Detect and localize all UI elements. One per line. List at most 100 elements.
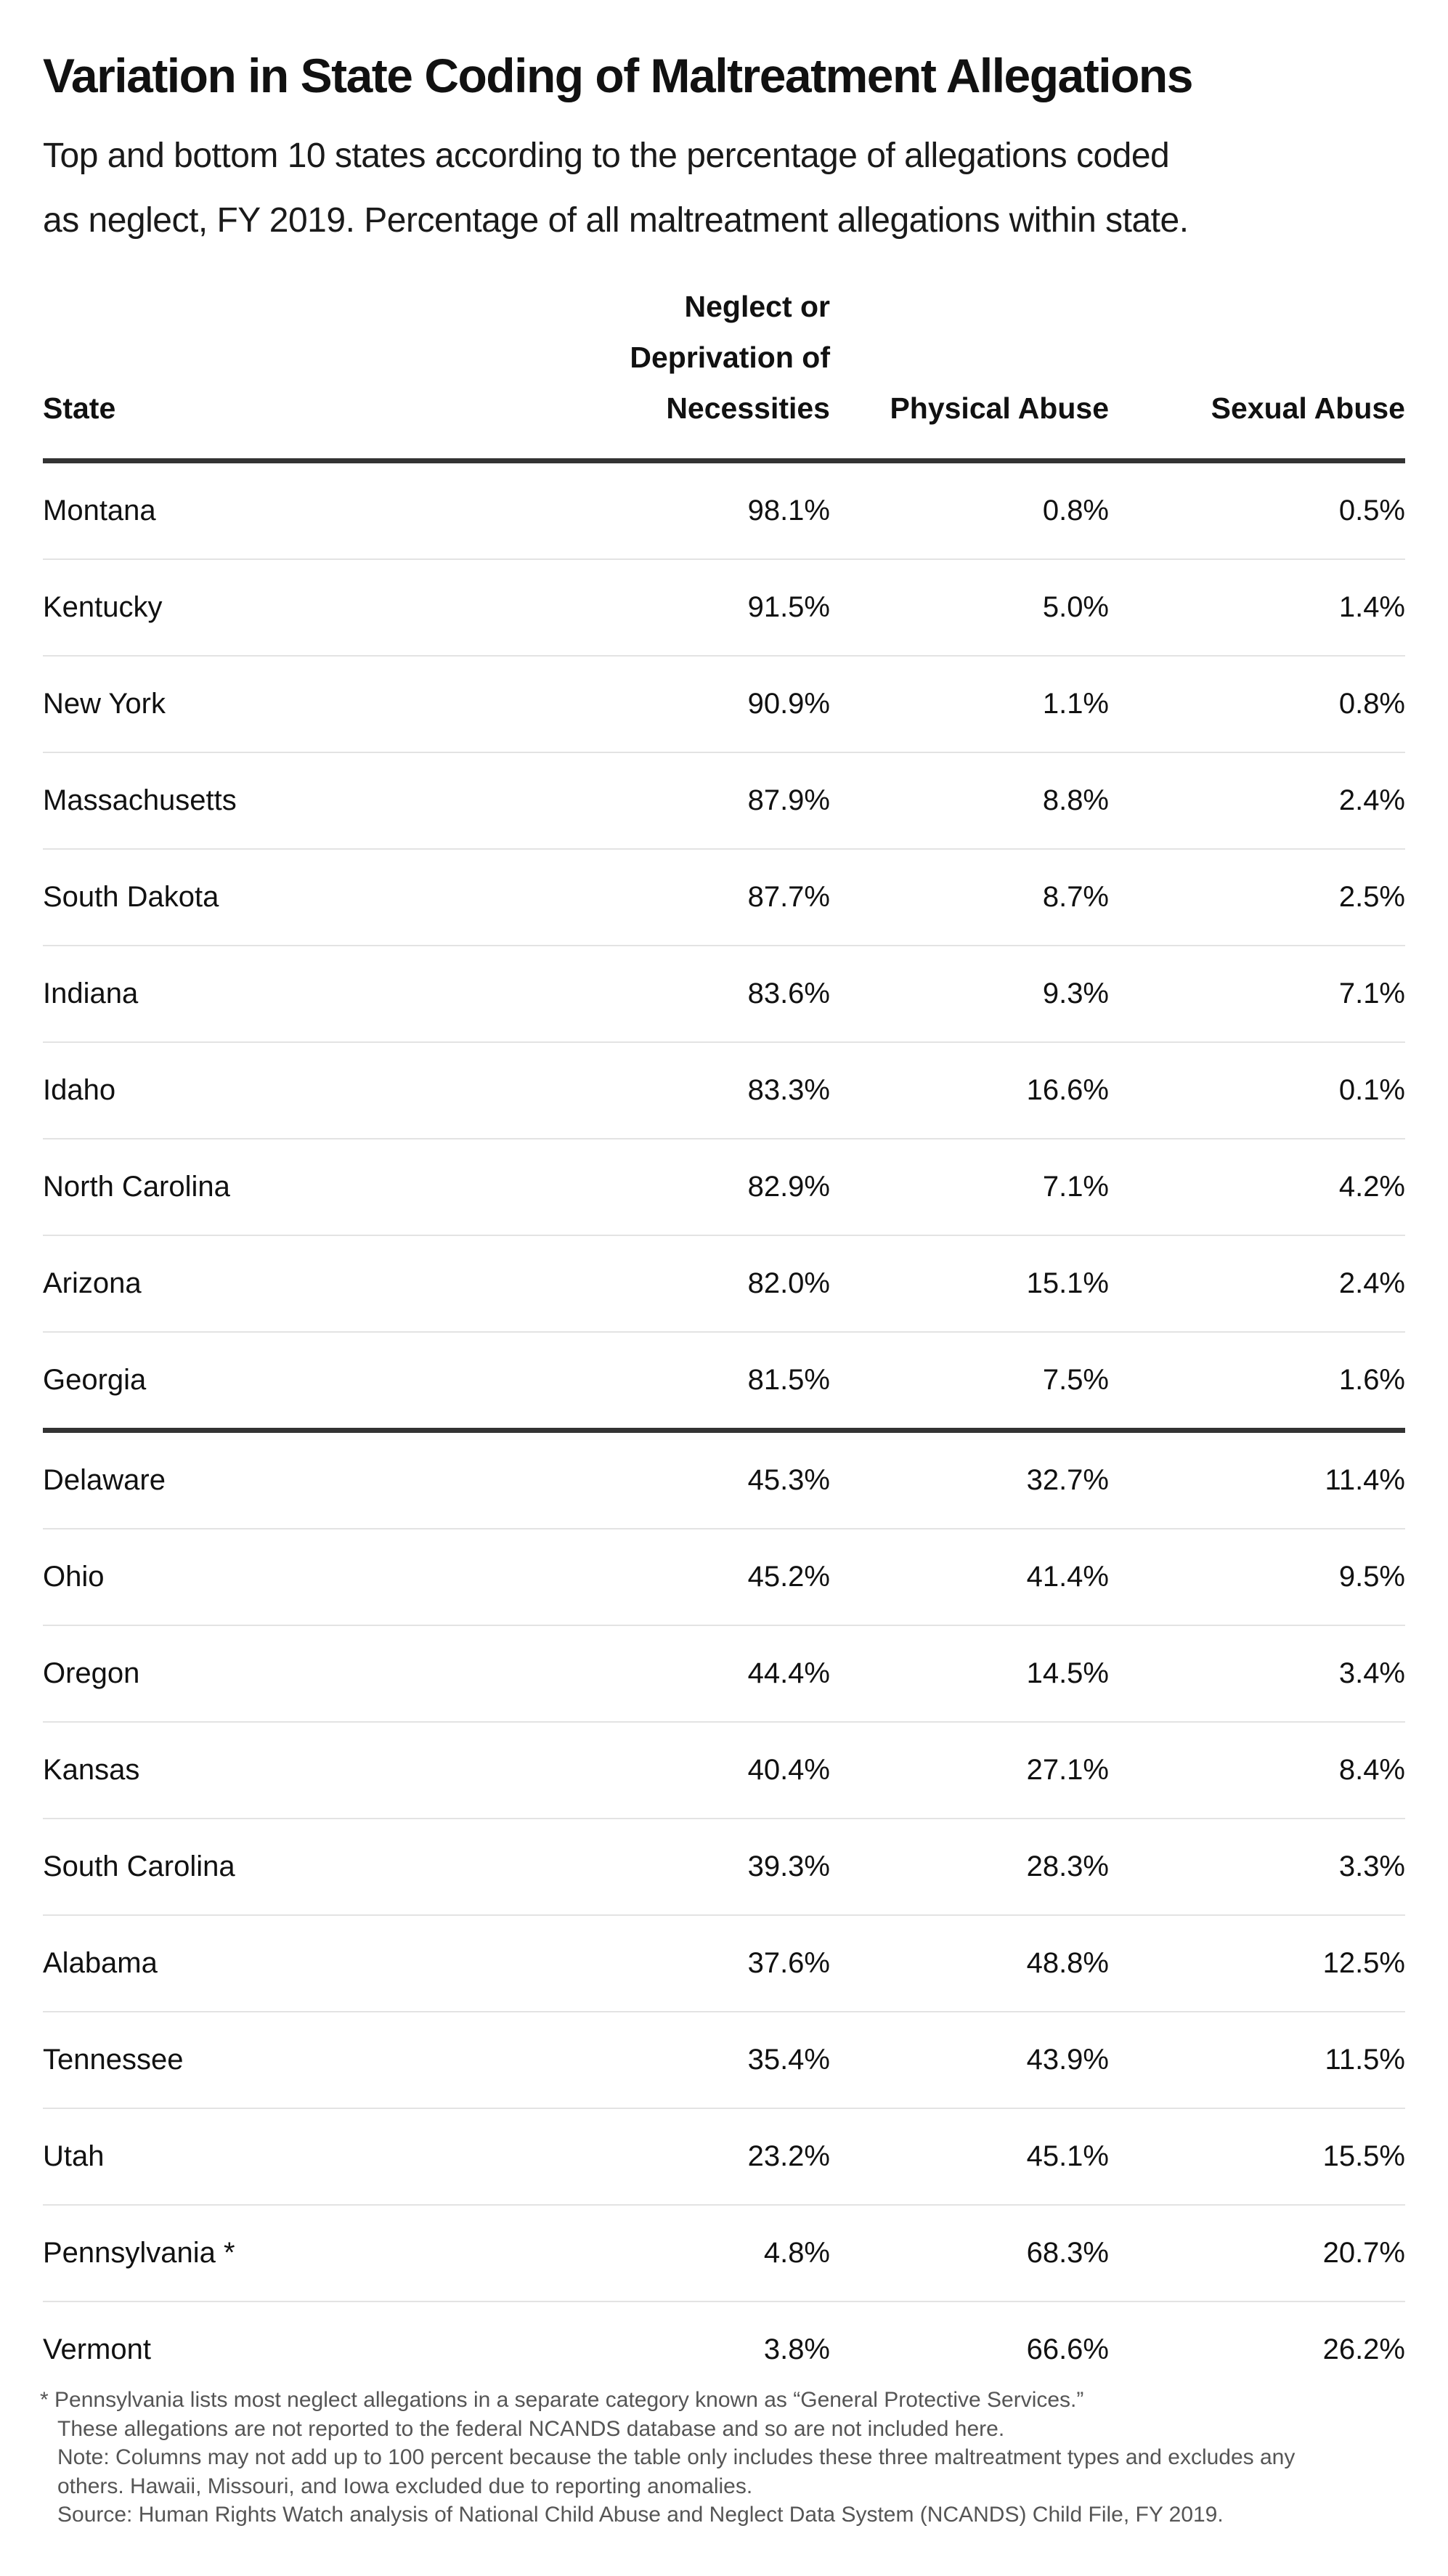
table-row: South Carolina 39.3% 28.3% 3.3% xyxy=(43,1819,1405,1916)
cell-sexual-abuse: 0.1% xyxy=(1338,1074,1405,1106)
cell-physical-abuse: 15.1% xyxy=(1026,1267,1109,1299)
cell-physical-abuse: 27.1% xyxy=(1026,1754,1109,1786)
top-10-group: Montana 98.1% 0.8% 0.5% Kentucky 91.5% 5.0% 1.4… xyxy=(43,463,1405,1428)
cell-state: South Carolina xyxy=(43,1850,235,1882)
cell-neglect: 23.2% xyxy=(747,2140,830,2172)
table-row: Delaware 45.3% 32.7% 11.4% xyxy=(43,1433,1405,1529)
cell-physical-abuse: 7.5% xyxy=(1042,1364,1109,1396)
cell-neglect: 82.0% xyxy=(747,1267,830,1299)
cell-physical-abuse: 48.8% xyxy=(1026,1947,1109,1979)
cell-state: Ohio xyxy=(43,1561,105,1593)
table-row: Montana 98.1% 0.8% 0.5% xyxy=(43,463,1405,560)
cell-state: Delaware xyxy=(43,1464,166,1496)
table-row: Vermont 3.8% 66.6% 26.2% xyxy=(43,2302,1405,2397)
cell-neglect: 3.8% xyxy=(763,2333,830,2365)
table-row: Utah 23.2% 45.1% 15.5% xyxy=(43,2109,1405,2206)
bottom-10-group: Delaware 45.3% 32.7% 11.4% Ohio 45.2% 41.4% 9.5… xyxy=(43,1433,1405,2397)
cell-sexual-abuse: 4.2% xyxy=(1338,1171,1405,1203)
cell-physical-abuse: 45.1% xyxy=(1026,2140,1109,2172)
header-neglect: Neglect or Deprivation of Necessities xyxy=(630,281,830,434)
cell-state: Alabama xyxy=(43,1947,158,1979)
cell-sexual-abuse: 26.2% xyxy=(1322,2333,1405,2365)
table-row: North Carolina 82.9% 7.1% 4.2% xyxy=(43,1139,1405,1236)
footnote-line: These allegations are not reported to th… xyxy=(57,2416,1005,2441)
header-state: State xyxy=(43,391,116,425)
cell-sexual-abuse: 2.4% xyxy=(1338,784,1405,816)
cell-neglect: 91.5% xyxy=(747,591,830,623)
cell-physical-abuse: 1.1% xyxy=(1042,688,1109,720)
table-row: Kansas 40.4% 27.1% 8.4% xyxy=(43,1723,1405,1819)
cell-neglect: 4.8% xyxy=(763,2237,830,2269)
header-neglect-line: Deprivation of xyxy=(630,341,830,374)
cell-sexual-abuse: 15.5% xyxy=(1322,2140,1405,2172)
header-neglect-line: Neglect or xyxy=(684,290,831,323)
cell-state: Kansas xyxy=(43,1754,140,1786)
table-row: Oregon 44.4% 14.5% 3.4% xyxy=(43,1626,1405,1723)
cell-neglect: 83.3% xyxy=(747,1074,830,1106)
cell-neglect: 82.9% xyxy=(747,1171,830,1203)
cell-state: Idaho xyxy=(43,1074,116,1106)
cell-state: Georgia xyxy=(43,1364,147,1396)
cell-neglect: 45.2% xyxy=(747,1561,830,1593)
cell-sexual-abuse: 9.5% xyxy=(1338,1561,1405,1593)
subtitle-line: as neglect, FY 2019. Percentage of all m… xyxy=(43,201,1189,240)
cell-sexual-abuse: 7.1% xyxy=(1338,978,1405,1009)
table-row: Alabama 37.6% 48.8% 12.5% xyxy=(43,1916,1405,2012)
cell-physical-abuse: 66.6% xyxy=(1026,2333,1109,2365)
data-table: State Neglect or Deprivation of Necessit… xyxy=(43,287,1405,2397)
cell-sexual-abuse: 1.6% xyxy=(1338,1364,1405,1396)
cell-physical-abuse: 28.3% xyxy=(1026,1850,1109,1882)
table-header: State Neglect or Deprivation of Necessit… xyxy=(43,287,1405,458)
cell-neglect: 90.9% xyxy=(747,688,830,720)
cell-state: Oregon xyxy=(43,1657,140,1689)
cell-state: Massachusetts xyxy=(43,784,237,816)
cell-sexual-abuse: 11.5% xyxy=(1325,2044,1405,2076)
cell-sexual-abuse: 20.7% xyxy=(1322,2237,1405,2269)
cell-neglect: 35.4% xyxy=(747,2044,830,2076)
cell-physical-abuse: 14.5% xyxy=(1026,1657,1109,1689)
cell-state: Kentucky xyxy=(43,591,163,623)
cell-physical-abuse: 0.8% xyxy=(1042,495,1109,527)
cell-physical-abuse: 43.9% xyxy=(1026,2044,1109,2076)
cell-physical-abuse: 7.1% xyxy=(1042,1171,1109,1203)
cell-state: Montana xyxy=(43,495,156,527)
cell-neglect: 44.4% xyxy=(747,1657,830,1689)
table-row: Tennessee 35.4% 43.9% 11.5% xyxy=(43,2012,1405,2109)
cell-neglect: 87.9% xyxy=(747,784,830,816)
cell-sexual-abuse: 0.8% xyxy=(1338,688,1405,720)
table-row: South Dakota 87.7% 8.7% 2.5% xyxy=(43,850,1405,946)
cell-neglect: 87.7% xyxy=(747,881,830,913)
header-sexual-abuse: Sexual Abuse xyxy=(1211,391,1405,425)
cell-neglect: 40.4% xyxy=(747,1754,830,1786)
subtitle-line: Top and bottom 10 states according to th… xyxy=(43,137,1170,175)
cell-state: Indiana xyxy=(43,978,139,1009)
cell-sexual-abuse: 3.4% xyxy=(1338,1657,1405,1689)
subtitle: Top and bottom 10 states according to th… xyxy=(43,123,1423,253)
cell-state: Arizona xyxy=(43,1267,142,1299)
cell-state: Tennessee xyxy=(43,2044,184,2076)
cell-sexual-abuse: 2.5% xyxy=(1338,881,1405,913)
footnote-note: Note: Columns may not add up to 100 perc… xyxy=(57,2445,1296,2469)
footnote-asterisk: * Pennsylvania lists most neglect allega… xyxy=(40,2388,1084,2412)
cell-neglect: 98.1% xyxy=(747,495,830,527)
table-row: New York 90.9% 1.1% 0.8% xyxy=(43,657,1405,753)
footnote-line: others. Hawaii, Missouri, and Iowa exclu… xyxy=(57,2474,753,2498)
cell-physical-abuse: 41.4% xyxy=(1026,1561,1109,1593)
cell-state: Vermont xyxy=(43,2333,151,2365)
cell-state: North Carolina xyxy=(43,1171,230,1203)
cell-state: New York xyxy=(43,688,166,720)
cell-sexual-abuse: 1.4% xyxy=(1338,591,1405,623)
table-row: Idaho 83.3% 16.6% 0.1% xyxy=(43,1043,1405,1139)
cell-sexual-abuse: 11.4% xyxy=(1325,1464,1405,1496)
cell-neglect: 37.6% xyxy=(747,1947,830,1979)
cell-sexual-abuse: 2.4% xyxy=(1338,1267,1405,1299)
table-row: Ohio 45.2% 41.4% 9.5% xyxy=(43,1529,1405,1626)
table-row: Kentucky 91.5% 5.0% 1.4% xyxy=(43,560,1405,657)
cell-sexual-abuse: 3.3% xyxy=(1338,1850,1405,1882)
cell-physical-abuse: 5.0% xyxy=(1042,591,1109,623)
cell-sexual-abuse: 8.4% xyxy=(1338,1754,1405,1786)
header-divider xyxy=(43,458,1405,463)
cell-sexual-abuse: 12.5% xyxy=(1322,1947,1405,1979)
footnotes: * Pennsylvania lists most neglect allega… xyxy=(40,2386,1295,2530)
cell-physical-abuse: 8.8% xyxy=(1042,784,1109,816)
